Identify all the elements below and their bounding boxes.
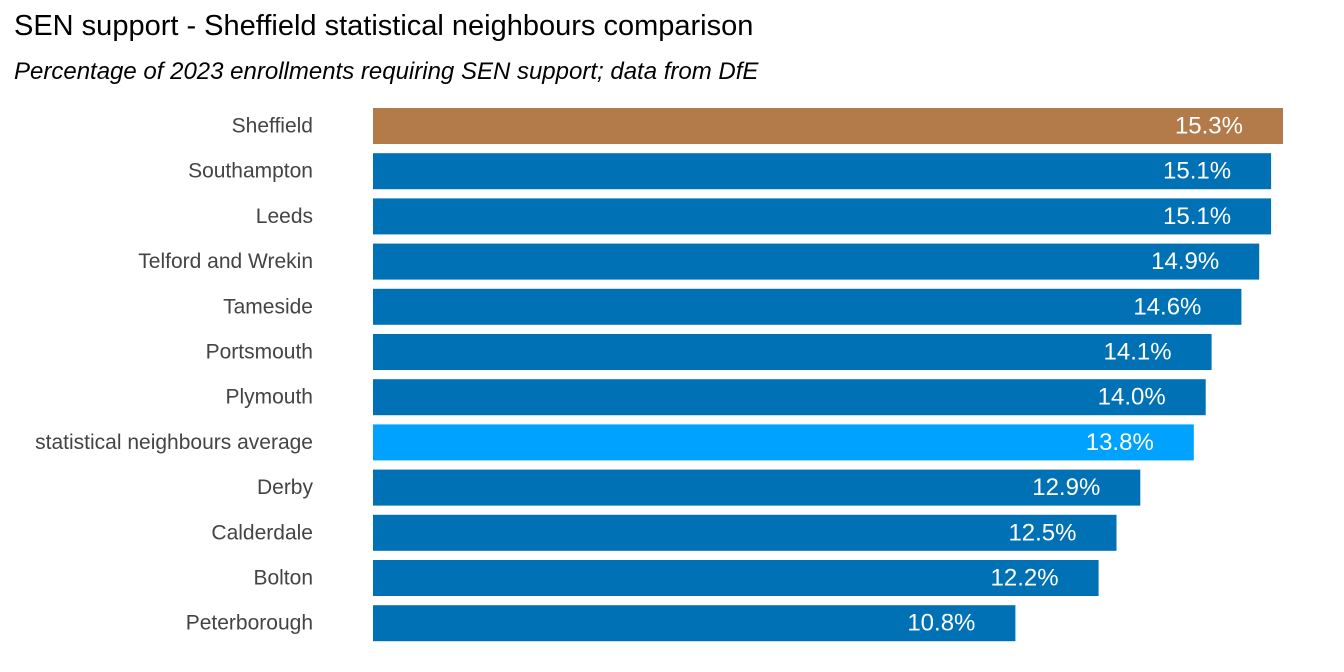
- bar: [373, 560, 1099, 596]
- category-label: Peterborough: [186, 612, 313, 635]
- value-label: 14.6%: [1133, 293, 1201, 320]
- category-label: Tameside: [223, 295, 313, 318]
- value-label: 14.0%: [1098, 384, 1166, 411]
- value-labels: 15.3% 15.1% 15.1% 14.9% 14.6% 14.1% 14.0% 13.8%…: [907, 113, 1243, 637]
- category-label: statistical neighbours average: [35, 431, 313, 454]
- value-label: 10.8%: [907, 610, 975, 637]
- chart-subtitle: Percentage of 2023 enrollments requiring…: [14, 58, 759, 85]
- value-label: 15.3%: [1175, 113, 1243, 140]
- category-label: Calderdale: [211, 521, 313, 544]
- value-label: 12.2%: [991, 565, 1059, 592]
- chart-title: SEN support - Sheffield statistical neig…: [14, 10, 754, 42]
- bar: [373, 108, 1283, 144]
- value-label: 14.1%: [1104, 339, 1172, 366]
- bar: [373, 424, 1194, 461]
- bar: [373, 514, 1117, 551]
- value-label: 15.1%: [1163, 203, 1231, 230]
- value-label: 14.9%: [1151, 248, 1219, 275]
- bar: [373, 153, 1272, 190]
- bar: [373, 334, 1212, 370]
- category-label: Sheffield: [232, 115, 313, 138]
- bar: [373, 243, 1260, 280]
- category-label: Portsmouth: [206, 341, 313, 364]
- category-label: Leeds: [256, 205, 313, 228]
- bar: [373, 288, 1242, 325]
- category-labels: Sheffield Southampton Leeds Telford and Wre…: [35, 115, 313, 635]
- bars-layer: [373, 108, 1283, 642]
- category-label: Bolton: [253, 567, 313, 590]
- bar: [373, 198, 1272, 235]
- value-label: 13.8%: [1086, 429, 1154, 456]
- value-label: 12.5%: [1008, 519, 1076, 546]
- value-label: 12.9%: [1032, 474, 1100, 501]
- category-label: Derby: [257, 476, 314, 499]
- category-label: Southampton: [188, 160, 313, 183]
- bar: [373, 379, 1206, 416]
- bar: [373, 469, 1141, 506]
- category-label: Telford and Wrekin: [138, 250, 313, 273]
- bar: [373, 605, 1016, 642]
- value-label: 15.1%: [1163, 158, 1231, 185]
- category-label: Plymouth: [225, 386, 313, 409]
